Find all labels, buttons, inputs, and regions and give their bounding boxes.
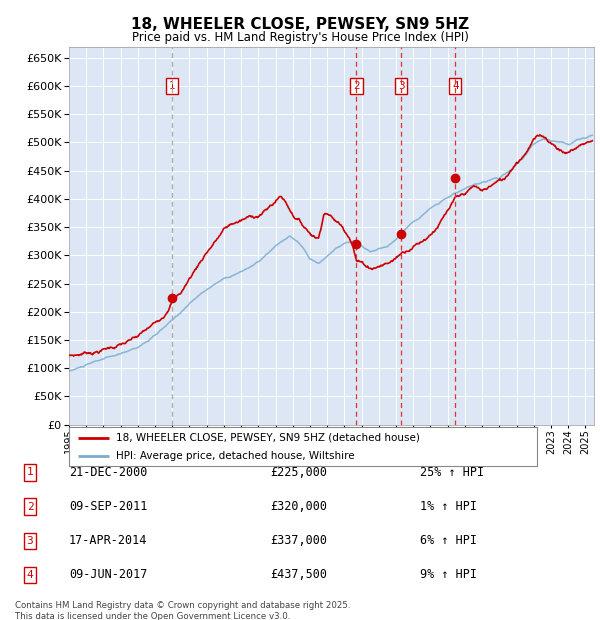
- Text: 18, WHEELER CLOSE, PEWSEY, SN9 5HZ (detached house): 18, WHEELER CLOSE, PEWSEY, SN9 5HZ (deta…: [116, 433, 419, 443]
- Text: 1% ↑ HPI: 1% ↑ HPI: [420, 500, 477, 513]
- Text: HPI: Average price, detached house, Wiltshire: HPI: Average price, detached house, Wilt…: [116, 451, 355, 461]
- Text: 4: 4: [26, 570, 34, 580]
- Text: £320,000: £320,000: [270, 500, 327, 513]
- Text: 2: 2: [353, 81, 359, 91]
- Text: 1: 1: [169, 81, 175, 91]
- Text: 18, WHEELER CLOSE, PEWSEY, SN9 5HZ: 18, WHEELER CLOSE, PEWSEY, SN9 5HZ: [131, 17, 469, 32]
- Text: Price paid vs. HM Land Registry's House Price Index (HPI): Price paid vs. HM Land Registry's House …: [131, 31, 469, 44]
- Text: 9% ↑ HPI: 9% ↑ HPI: [420, 569, 477, 581]
- Text: 3: 3: [398, 81, 404, 91]
- Text: Contains HM Land Registry data © Crown copyright and database right 2025.
This d: Contains HM Land Registry data © Crown c…: [15, 601, 350, 620]
- Text: 09-JUN-2017: 09-JUN-2017: [69, 569, 148, 581]
- Text: 2: 2: [26, 502, 34, 512]
- Text: £337,000: £337,000: [270, 534, 327, 547]
- Text: £437,500: £437,500: [270, 569, 327, 581]
- Text: 17-APR-2014: 17-APR-2014: [69, 534, 148, 547]
- Text: 6% ↑ HPI: 6% ↑ HPI: [420, 534, 477, 547]
- Text: £225,000: £225,000: [270, 466, 327, 479]
- Text: 25% ↑ HPI: 25% ↑ HPI: [420, 466, 484, 479]
- Text: 1: 1: [26, 467, 34, 477]
- Text: 21-DEC-2000: 21-DEC-2000: [69, 466, 148, 479]
- Text: 4: 4: [452, 81, 458, 91]
- Text: 3: 3: [26, 536, 34, 546]
- Text: 09-SEP-2011: 09-SEP-2011: [69, 500, 148, 513]
